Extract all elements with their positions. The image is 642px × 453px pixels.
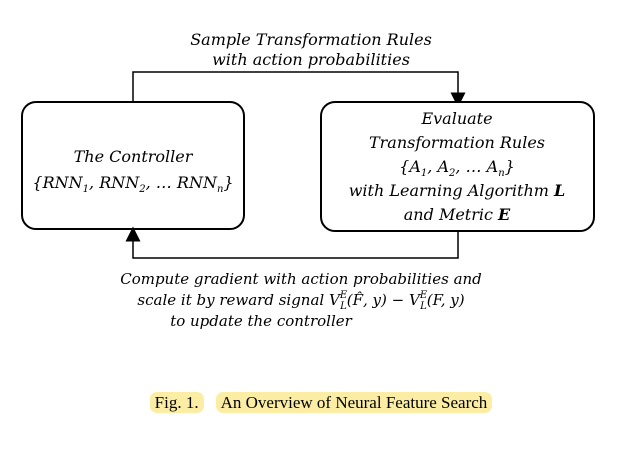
evaluator-line4: with Learning Algorithm L (349, 181, 566, 200)
bottom-arrow-label-line2: scale it by reward signal VE L(F̂, y) − V… (137, 290, 464, 312)
update-controller-arrow (125, 226, 459, 259)
evaluator-line2: Transformation Rules (369, 133, 545, 152)
bottom-arrow-label-line1: Compute gradient with action probabiliti… (120, 270, 482, 288)
controller-rnn-set: {RNN1, RNN2, … RNNn} (32, 173, 233, 195)
figure-number: Fig. 1. (149, 392, 204, 413)
evaluator-line5: and Metric E (404, 205, 511, 224)
evaluator-rule-set: {A1, A2, … An} (399, 157, 515, 179)
evaluator-line1: Evaluate (420, 109, 492, 128)
controller-title: The Controller (74, 147, 194, 166)
top-arrow-label-line1: Sample Transformation Rules (190, 30, 432, 49)
bottom-arrow-label-line3: to update the controller (170, 312, 352, 330)
top-arrow-label-line2: with action probabilities (212, 50, 410, 69)
figure-title: An Overview of Neural Feature Search (215, 392, 493, 413)
figure-caption: Fig. 1. An Overview of Neural Feature Sea… (0, 392, 642, 413)
sample-rules-arrow (132, 71, 466, 108)
evaluator-box (320, 101, 595, 232)
